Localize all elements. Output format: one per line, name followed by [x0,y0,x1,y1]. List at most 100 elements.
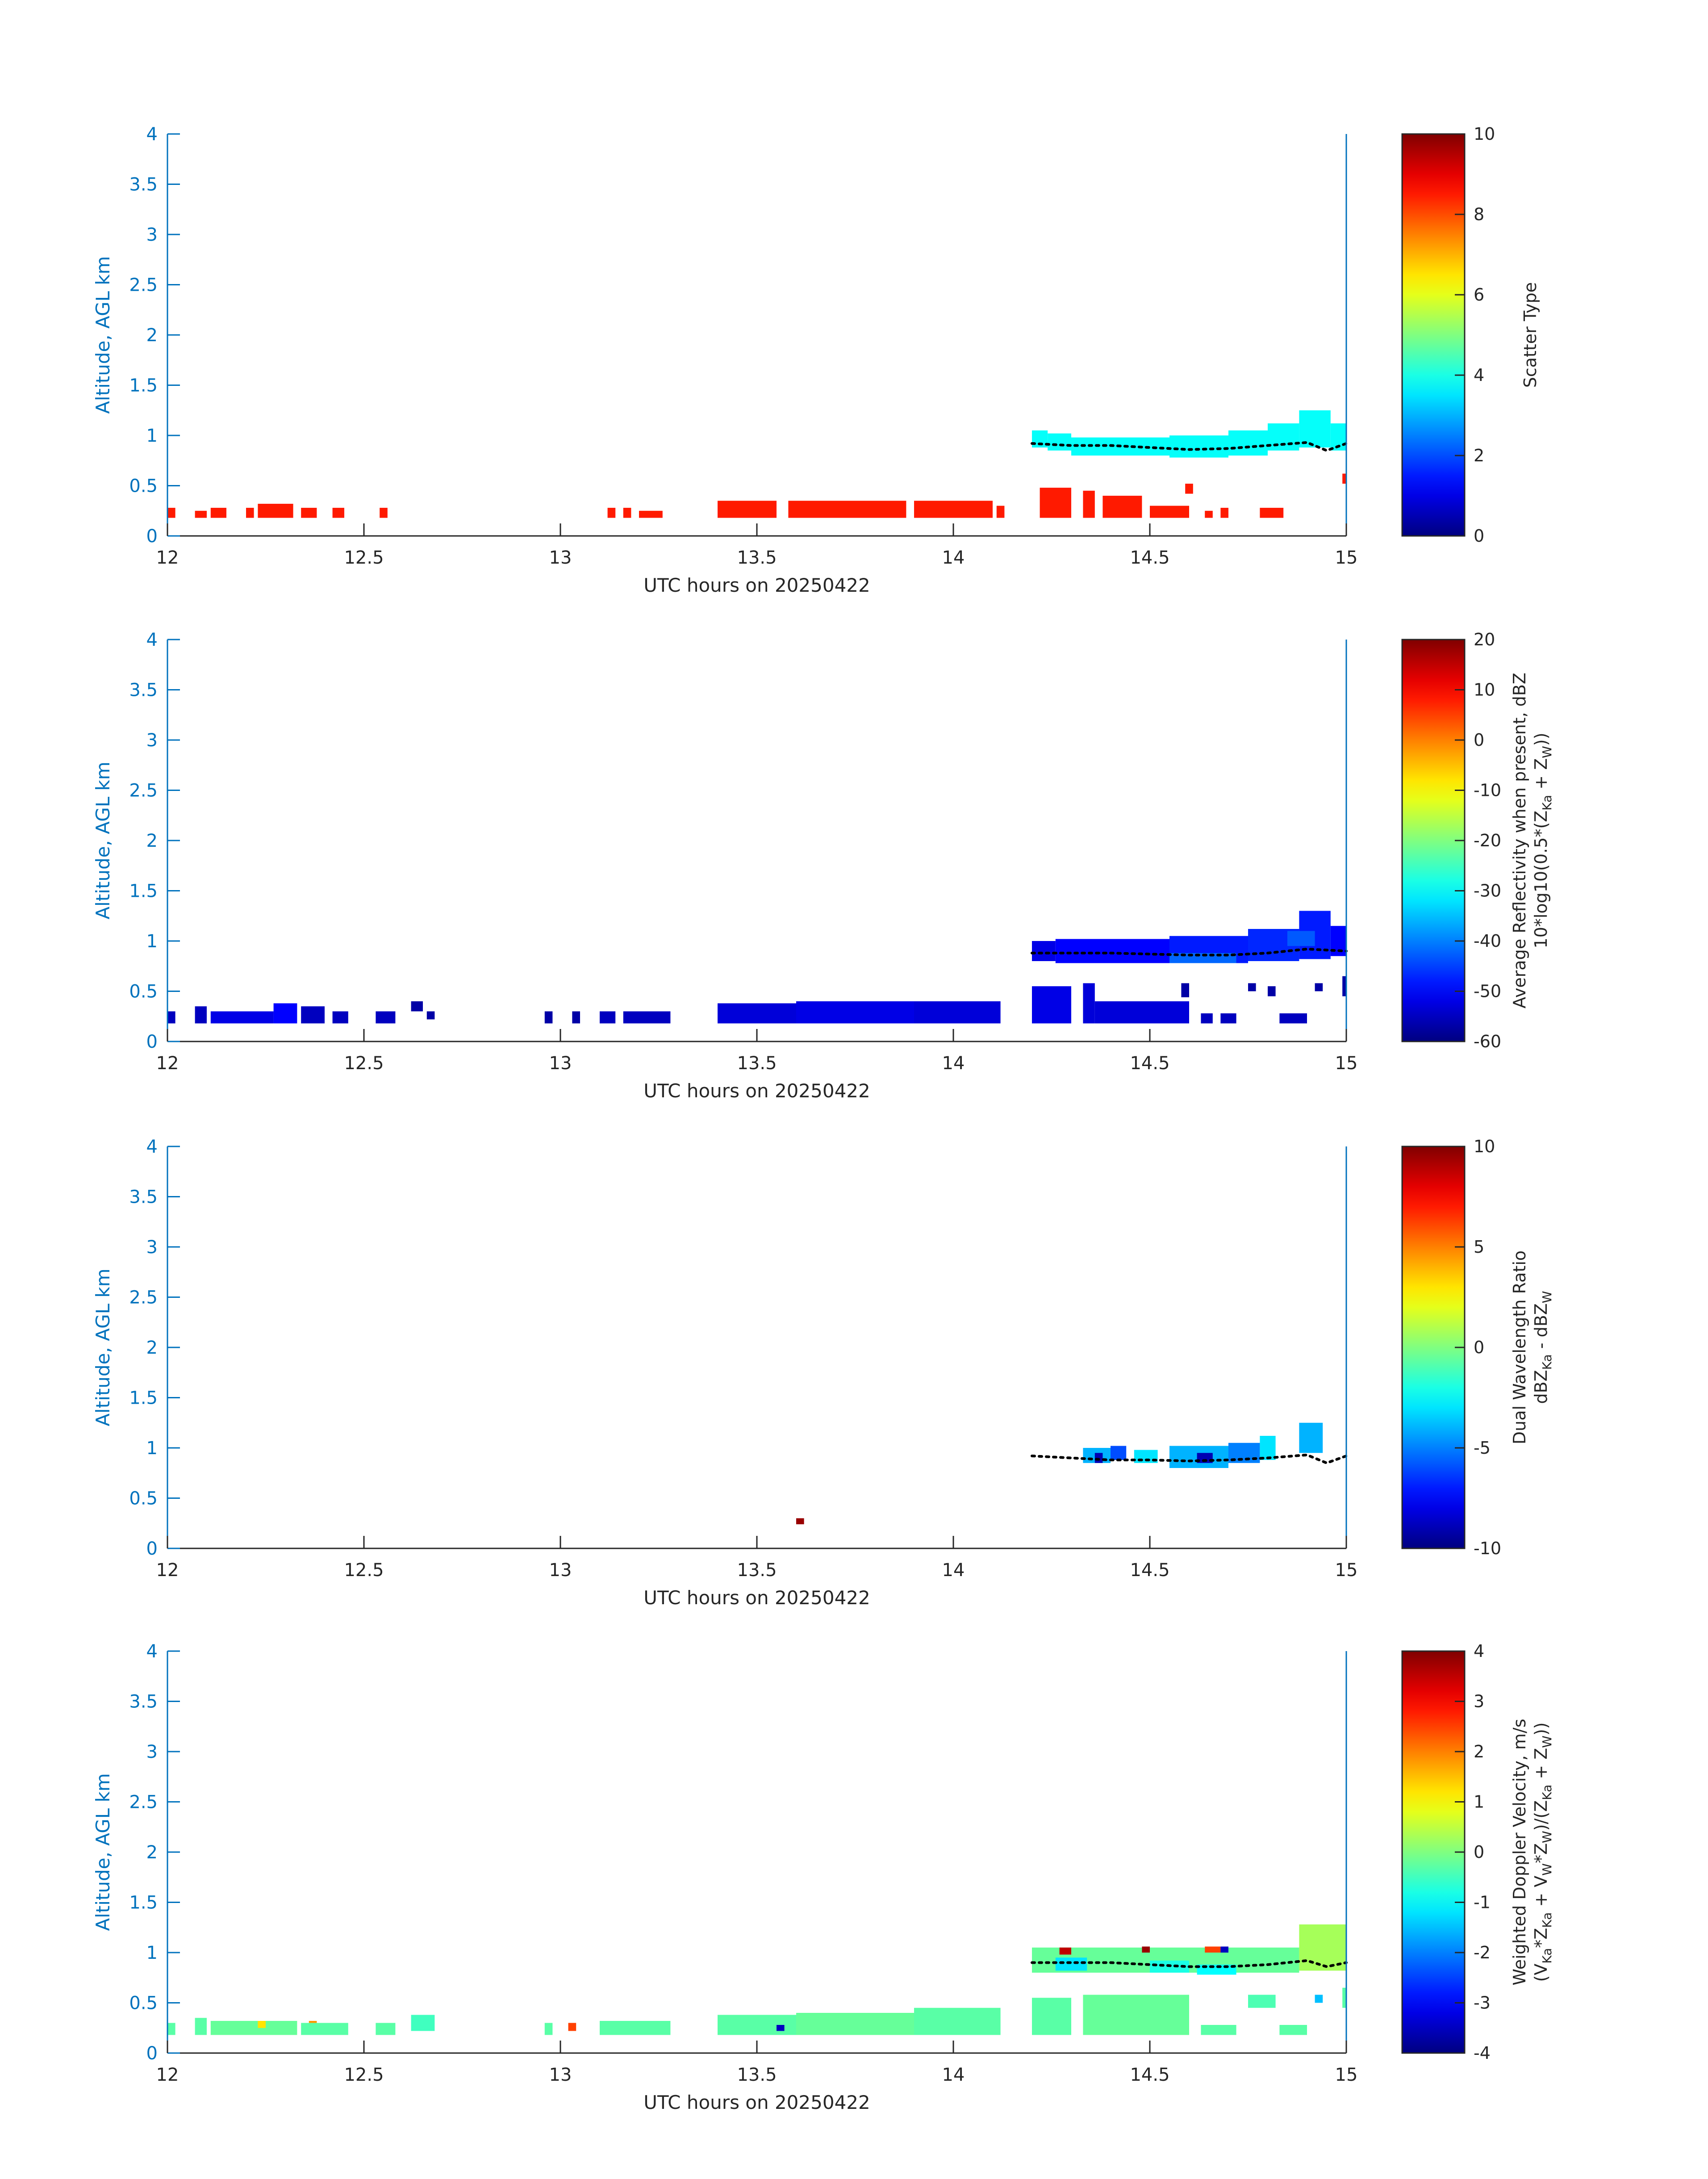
y-tick-label: 1.5 [129,881,158,902]
y-tick-label: 2 [146,831,158,851]
y-tick-label: 3 [146,730,158,751]
data-cell [1083,490,1095,518]
data-cell [1248,983,1256,991]
data-cell [572,1011,580,1024]
cloud-base-line [1031,441,1348,452]
data-cell [788,501,906,518]
colorbar-tick-label: -20 [1474,831,1501,850]
y-tick-label: 2.5 [129,275,158,296]
x-tick-label: 14 [942,2065,965,2085]
y-tick-label: 0 [146,526,158,547]
x-tick-label: 14.5 [1130,2065,1169,2085]
x-axis-label: UTC hours on 20250422 [643,574,870,596]
x-tick-label: 12.5 [344,2065,384,2085]
x-axis-label: UTC hours on 20250422 [643,2091,870,2113]
x-tick-label: 13 [549,1053,572,1074]
y-tick-label: 0.5 [129,1993,158,2014]
data-cell [1279,1013,1307,1024]
y-tick-label: 0 [146,2043,158,2064]
colorbar [1401,639,1466,1042]
data-cell [623,1011,671,1024]
data-cell [1048,433,1071,451]
y-tick-label: 1 [146,1943,158,1963]
x-tick-label: 13 [549,548,572,568]
colorbar-tick-label: -5 [1474,1438,1491,1458]
data-cell [623,508,631,518]
x-tick-label: 12.5 [344,1560,384,1581]
data-cell [1248,1995,1276,2008]
data-cell [1201,2025,1236,2035]
data-cell [600,2021,671,2035]
data-cell [1342,473,1346,484]
data-cell [376,1011,396,1024]
y-tick-label: 0.5 [129,476,158,497]
data-cell [301,1006,325,1024]
data-cell [1181,983,1189,997]
data-cell [1299,410,1331,448]
x-tick-label: 12 [156,1053,179,1074]
y-tick-label: 3.5 [129,1187,158,1208]
data-cell [195,1006,207,1024]
y-tick-label: 3 [146,1742,158,1762]
x-tick-label: 12 [156,2065,179,2085]
data-cell [718,501,777,518]
data-cell [1287,931,1315,946]
x-tick-label: 14.5 [1130,548,1169,568]
data-cell [1059,1947,1071,1955]
x-tick-label: 15 [1335,1053,1358,1074]
colorbar-tick-label: 10 [1474,680,1495,700]
data-cell [544,2023,553,2035]
colorbar-tick-label: 0 [1474,730,1484,750]
colorbar-tick-label: 0 [1474,1338,1484,1357]
y-tick-label: 0 [146,1032,158,1052]
colorbar-tick-label: 3 [1474,1692,1484,1711]
data-cell [210,1011,274,1024]
colorbar-tick-label: 0 [1474,1842,1484,1862]
data-cell [1111,1446,1127,1460]
colorbar-tick-label: -1 [1474,1893,1491,1912]
data-cell [607,508,616,518]
data-cell [167,2023,175,2035]
y-axis-label: Altitude, AGL km [92,761,114,919]
y-tick-label: 1 [146,931,158,952]
y-tick-label: 4 [146,124,158,145]
colorbar-tick-label: 4 [1474,1641,1484,1661]
colorbar-tick-label: 4 [1474,365,1484,385]
colorbar-tick-label: 1 [1474,1792,1484,1812]
data-cell [376,2023,396,2035]
y-tick-label: 3 [146,1237,158,1258]
y-tick-label: 1 [146,426,158,446]
data-cell [796,1001,914,1024]
colorbar-tick-label: 6 [1474,285,1484,305]
data-cell [1032,986,1071,1024]
y-axis-label: Altitude, AGL km [92,256,114,414]
data-cell [301,508,317,518]
colorbar-tick-label: 5 [1474,1237,1484,1257]
cloud-base-line [1031,1959,1348,1968]
x-tick-label: 14.5 [1130,1560,1169,1581]
data-cell [1205,1946,1221,1953]
y-tick-label: 0.5 [129,982,158,1002]
data-cell [1094,1001,1189,1024]
x-tick-label: 14 [942,548,965,568]
data-cell [1083,983,1095,1024]
data-cell [544,1011,553,1024]
x-axis-label: UTC hours on 20250422 [643,1080,870,1102]
y-tick-label: 4 [146,630,158,650]
data-cell [210,2021,297,2035]
data-cell [1279,2025,1307,2035]
y-tick-label: 1.5 [129,1893,158,1913]
data-cell [426,1011,435,1020]
colorbar [1401,133,1466,537]
x-tick-label: 14.5 [1130,1053,1169,1074]
data-cell [796,1518,804,1524]
data-cell [411,1001,423,1012]
y-tick-label: 0 [146,1539,158,1559]
data-cell [1220,508,1228,518]
data-cell [1040,488,1071,518]
data-cell [246,508,254,518]
data-cell [1228,430,1268,456]
data-cell [1169,435,1228,458]
